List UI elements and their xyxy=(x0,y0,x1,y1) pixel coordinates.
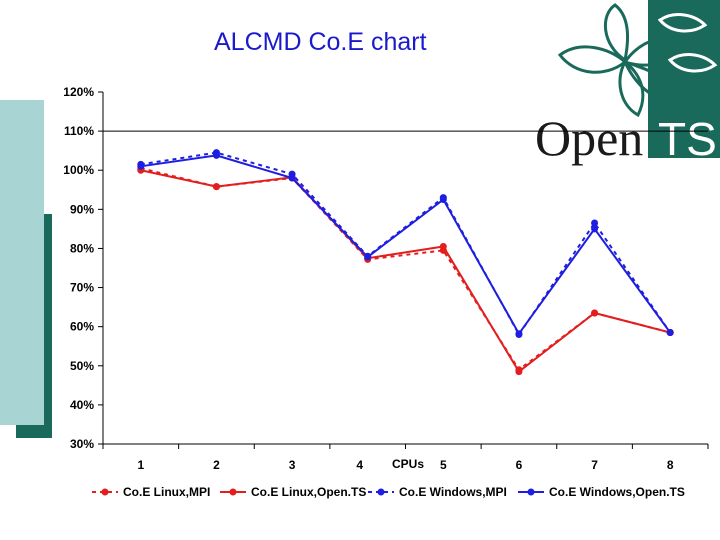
x-tick-label: 8 xyxy=(667,458,674,472)
x-tick-label: 2 xyxy=(213,458,220,472)
y-tick-label: 70% xyxy=(70,281,94,295)
y-tick-label: 100% xyxy=(63,163,94,177)
data-point xyxy=(515,330,523,338)
open-ts-logo: Open TS xyxy=(535,0,720,166)
series-line xyxy=(140,167,671,372)
data-point xyxy=(591,309,599,317)
series-line xyxy=(140,169,671,374)
y-tick-label: 90% xyxy=(70,202,94,216)
x-tick-label: 3 xyxy=(289,458,296,472)
legend-item-2: Co.E Windows,MPI xyxy=(368,485,507,499)
y-tick-label: 110% xyxy=(64,124,94,138)
x-tick-label: 6 xyxy=(516,458,523,472)
data-point xyxy=(212,183,220,191)
y-tick-label: 30% xyxy=(70,437,94,451)
legend-item-0: Co.E Linux,MPI xyxy=(92,485,210,499)
x-tick-label: 1 xyxy=(137,458,144,472)
data-point xyxy=(364,253,372,261)
logo-open-text: Open xyxy=(535,110,643,166)
y-tick-label: 80% xyxy=(70,241,94,255)
series-line xyxy=(140,151,672,337)
legend-item-3: Co.E Windows,Open.TS xyxy=(518,485,685,499)
legend-swatch-marker xyxy=(229,488,237,496)
legend-swatch-marker xyxy=(377,488,385,496)
y-tick-label: 120% xyxy=(63,85,94,99)
legend-swatch-marker xyxy=(101,488,109,496)
legend-label: Co.E Windows,Open.TS xyxy=(549,485,685,499)
x-tick-label: 5 xyxy=(440,458,447,472)
data-point xyxy=(591,219,599,227)
data-point xyxy=(591,225,599,233)
data-point xyxy=(212,151,220,159)
series-1 xyxy=(137,166,674,376)
series-line xyxy=(140,154,671,336)
legend-label: Co.E Linux,Open.TS xyxy=(251,485,366,499)
logo-ts-text: TS xyxy=(658,113,717,165)
y-tick-label: 60% xyxy=(70,320,94,334)
y-tick-label: 40% xyxy=(70,398,94,412)
data-point xyxy=(439,196,447,204)
series-2 xyxy=(137,149,674,338)
legend-item-1: Co.E Linux,Open.TS xyxy=(220,485,366,499)
x-tick-label: 7 xyxy=(591,458,598,472)
legend-label: Co.E Windows,MPI xyxy=(399,485,507,499)
data-point xyxy=(666,329,674,337)
decor-bar-light-overlay xyxy=(0,214,44,425)
x-tick-label: 4 xyxy=(356,458,363,472)
legend-label: Co.E Linux,MPI xyxy=(123,485,210,499)
series-0 xyxy=(137,164,674,374)
legend-swatch-marker xyxy=(527,488,535,496)
data-point xyxy=(439,242,447,250)
data-point xyxy=(288,174,296,182)
data-point xyxy=(137,162,145,170)
y-tick-label: 50% xyxy=(70,359,94,373)
data-point xyxy=(515,368,523,376)
x-axis-title: CPUs xyxy=(392,457,424,471)
series-3 xyxy=(137,151,674,338)
slide-title: ALCMD Co.E chart xyxy=(214,28,427,56)
